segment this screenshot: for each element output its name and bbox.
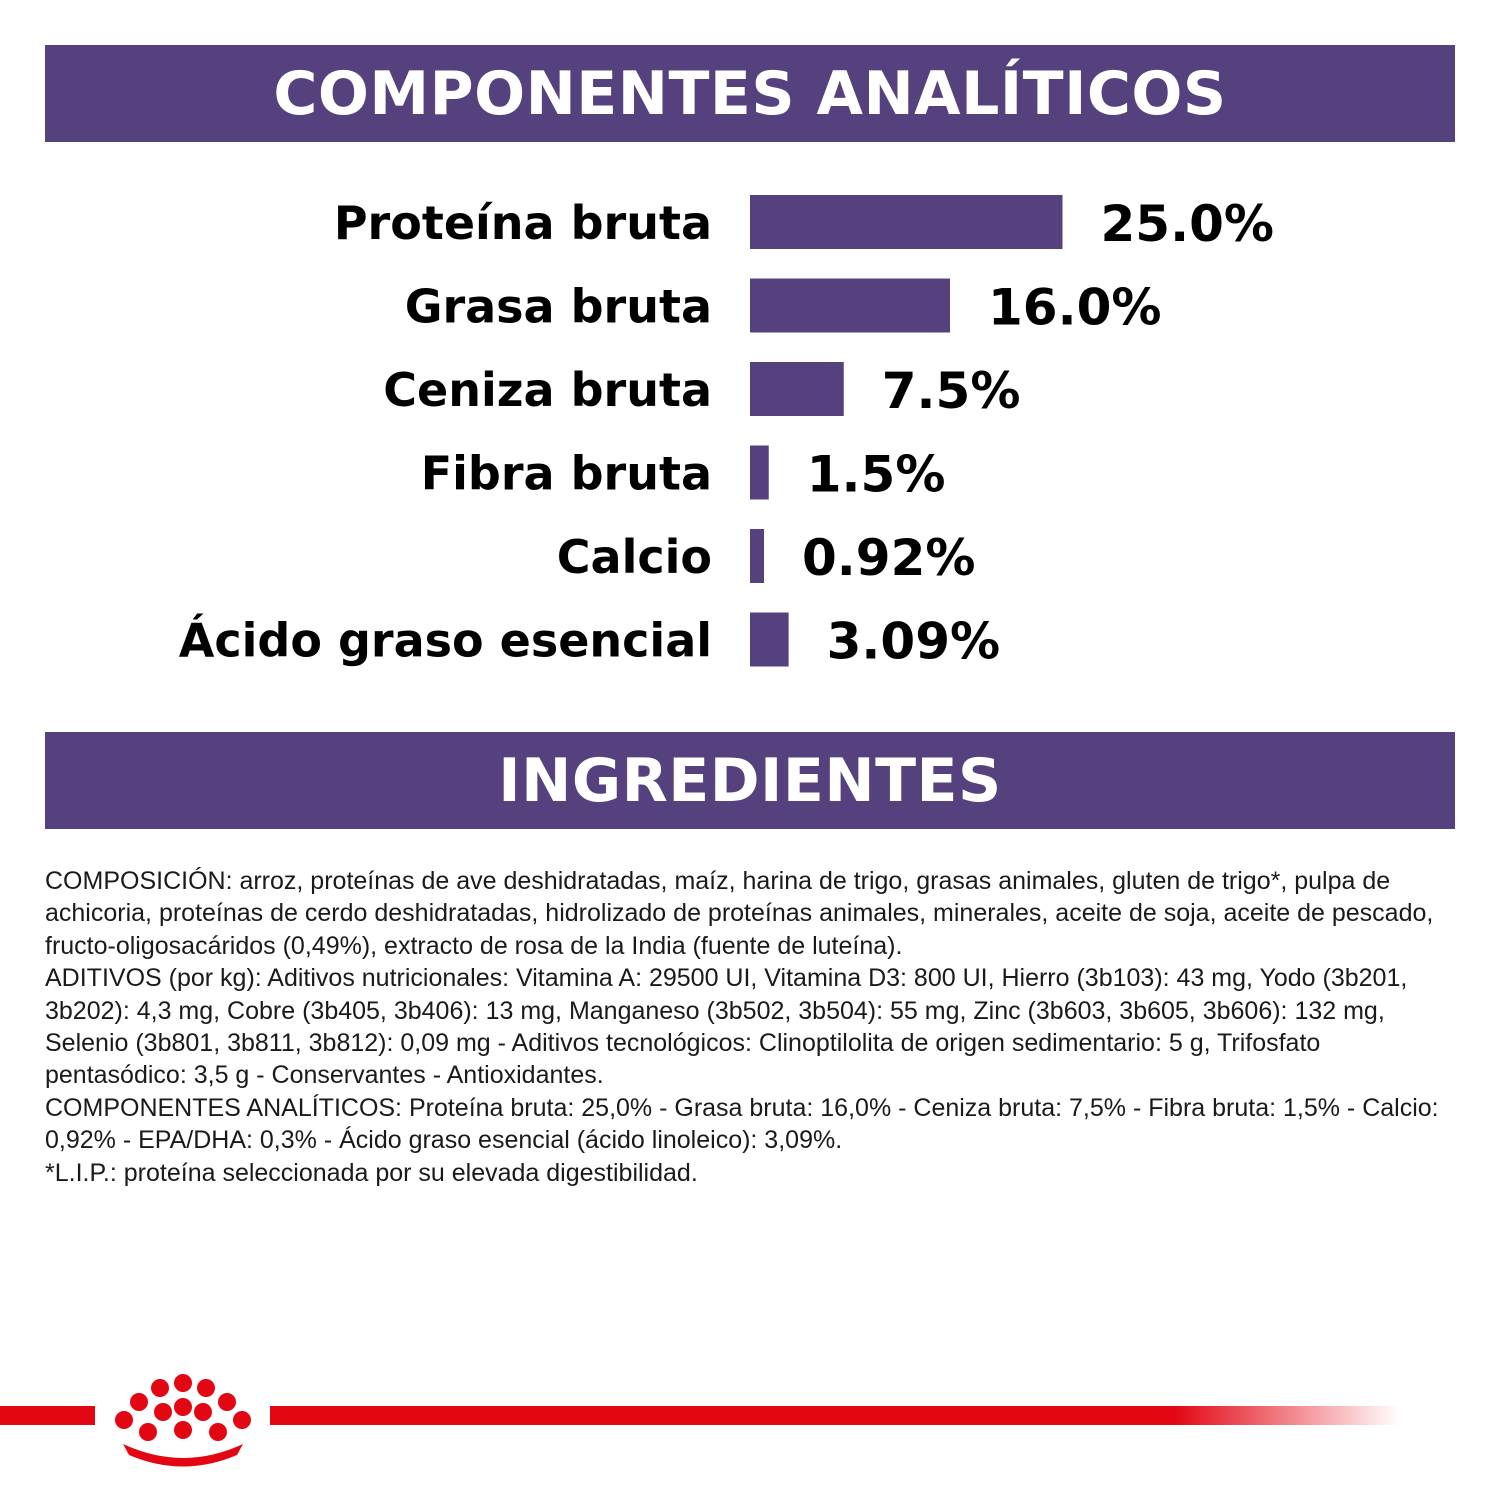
value-label-1: 16.0% <box>988 279 1161 337</box>
value-label-2: 7.5% <box>882 362 1021 420</box>
ingredients-title: INGREDIENTES <box>498 745 1002 816</box>
category-label-4: Calcio <box>557 530 712 584</box>
category-label-2: Ceniza bruta <box>383 363 712 417</box>
category-label-0: Proteína bruta <box>334 196 712 250</box>
composition-paragraph: COMPOSICIÓN: arroz, proteínas de ave des… <box>45 867 1434 960</box>
bar-4 <box>750 529 764 583</box>
analytics-title: COMPONENTES ANALÍTICOS <box>273 58 1227 129</box>
bar-1 <box>750 278 950 333</box>
category-label-1: Grasa bruta <box>405 280 712 334</box>
bar-3 <box>750 445 769 500</box>
additives-paragraph: ADITIVOS (por kg): Aditivos nutricionale… <box>45 964 1408 1090</box>
value-label-3: 1.5% <box>807 446 946 504</box>
category-label-5: Ácido graso esencial <box>179 614 712 668</box>
value-label-0: 25.0% <box>1101 195 1274 253</box>
royal-canin-crown-icon <box>115 1374 251 1467</box>
ingredients-text: COMPOSICIÓN: arroz, proteínas de ave des… <box>45 865 1455 1189</box>
footer-line-right <box>270 1406 1400 1425</box>
category-label-3: Fibra bruta <box>421 447 712 501</box>
nutrient-chart-svg: Proteína bruta 25.0% Grasa bruta 16.0% Ceniz… <box>179 195 1274 671</box>
bar-0 <box>750 195 1063 249</box>
bar-5 <box>750 612 789 667</box>
bar-2 <box>750 362 844 416</box>
lip-footnote: *L.I.P.: proteína seleccionada por su el… <box>45 1158 698 1187</box>
value-label-5: 3.09% <box>827 613 1000 671</box>
footer-line-left <box>0 1406 95 1425</box>
nutrient-bar-chart: Proteína bruta 25.0% Grasa bruta 16.0% Ceniz… <box>0 175 1500 695</box>
brand-footer <box>0 1374 1400 1467</box>
ingredients-banner: INGREDIENTES <box>45 732 1455 829</box>
analytics-banner: COMPONENTES ANALÍTICOS <box>45 45 1455 142</box>
analytics-paragraph: COMPONENTES ANALÍTICOS: Proteína bruta: … <box>45 1093 1439 1155</box>
value-label-4: 0.92% <box>802 529 975 587</box>
